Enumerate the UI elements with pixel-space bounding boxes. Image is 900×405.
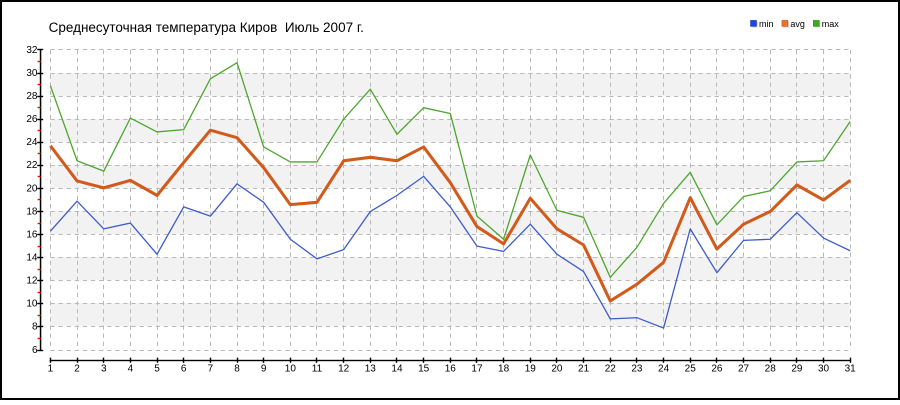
svg-text:29: 29 [791,364,803,375]
svg-text:21: 21 [578,364,590,375]
svg-text:16: 16 [445,364,457,375]
svg-text:32: 32 [26,45,38,56]
svg-text:24: 24 [26,137,38,148]
svg-text:6: 6 [181,364,187,375]
svg-text:10: 10 [285,364,297,375]
svg-text:min: min [759,19,774,29]
svg-text:30: 30 [26,68,38,79]
svg-text:16: 16 [26,229,38,240]
svg-text:27: 27 [738,364,750,375]
svg-text:13: 13 [365,364,377,375]
svg-text:Среднесуточная температура Кир: Среднесуточная температура Киров Июль 20… [49,20,364,35]
svg-text:20: 20 [26,183,38,194]
svg-text:18: 18 [498,364,510,375]
svg-text:3: 3 [101,364,107,375]
svg-text:25: 25 [685,364,697,375]
svg-text:15: 15 [418,364,430,375]
svg-text:14: 14 [391,364,403,375]
svg-text:4: 4 [128,364,134,375]
svg-text:max: max [822,19,840,29]
svg-text:20: 20 [551,364,563,375]
svg-text:1: 1 [48,364,54,375]
svg-text:31: 31 [845,364,857,375]
svg-text:30: 30 [818,364,830,375]
svg-text:23: 23 [631,364,643,375]
svg-text:26: 26 [711,364,723,375]
svg-text:28: 28 [765,364,777,375]
svg-text:28: 28 [26,91,38,102]
svg-text:avg: avg [790,19,805,29]
svg-text:22: 22 [26,160,38,171]
svg-text:12: 12 [338,364,350,375]
svg-text:19: 19 [525,364,537,375]
svg-text:12: 12 [26,276,38,287]
svg-text:11: 11 [312,364,323,375]
svg-text:9: 9 [261,364,267,375]
svg-text:26: 26 [26,114,38,125]
svg-text:8: 8 [234,364,240,375]
svg-text:5: 5 [154,364,160,375]
svg-text:8: 8 [32,322,38,333]
svg-text:14: 14 [26,252,38,263]
svg-text:22: 22 [605,364,617,375]
svg-text:6: 6 [32,345,38,356]
svg-text:2: 2 [74,364,80,375]
svg-text:18: 18 [26,206,38,217]
svg-text:7: 7 [208,364,214,375]
svg-text:17: 17 [471,364,483,375]
svg-text:24: 24 [658,364,670,375]
svg-text:10: 10 [26,299,38,310]
